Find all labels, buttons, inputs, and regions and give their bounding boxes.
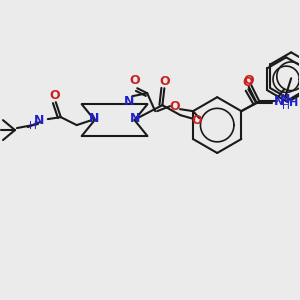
Text: N: N xyxy=(280,93,291,106)
Text: N: N xyxy=(34,114,44,127)
Text: H: H xyxy=(289,98,298,108)
Text: O: O xyxy=(129,74,140,87)
Text: N: N xyxy=(124,95,134,108)
Text: O: O xyxy=(242,76,253,89)
Text: O: O xyxy=(50,89,60,102)
Text: H: H xyxy=(282,101,290,111)
Text: N: N xyxy=(88,112,99,124)
Text: O: O xyxy=(191,114,202,127)
Text: O: O xyxy=(243,74,254,87)
Text: N: N xyxy=(130,112,141,124)
Text: O: O xyxy=(170,100,180,113)
Text: N: N xyxy=(274,95,285,108)
Text: O: O xyxy=(159,75,170,88)
Text: H: H xyxy=(29,121,37,131)
